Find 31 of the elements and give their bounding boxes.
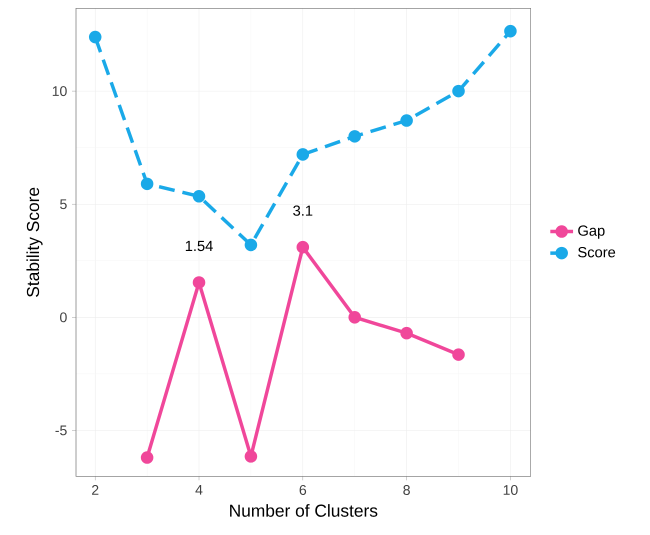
point [296, 240, 310, 254]
x-tick-label: 4 [195, 485, 202, 495]
y-tick-label: 10 [52, 86, 67, 96]
x-tick-label: 2 [92, 485, 98, 495]
x-axis-title: Number of Clusters [230, 504, 378, 517]
point [192, 190, 206, 203]
point [348, 311, 361, 324]
y-tick-label: -5 [55, 426, 67, 436]
y-tick-label: 5 [60, 199, 67, 210]
y-tick-label: 0 [60, 312, 67, 322]
point [192, 276, 206, 289]
point [140, 451, 154, 464]
point [244, 450, 258, 463]
point [452, 348, 465, 361]
point [400, 326, 413, 340]
legend-label: Gap [578, 225, 605, 239]
annotation: 3.1 [293, 205, 312, 216]
x-tick-label: 8 [403, 485, 410, 495]
point [504, 24, 517, 38]
annotation: 1.54 [186, 240, 213, 252]
point [140, 178, 154, 190]
point [88, 30, 102, 44]
point [348, 130, 361, 143]
x-tick-label: 10 [504, 485, 518, 495]
point [400, 114, 413, 127]
point [296, 148, 310, 161]
legend-label: Score [578, 247, 616, 258]
point [452, 84, 465, 98]
x-tick-label: 6 [300, 485, 306, 495]
y-axis-title: Stability Score [26, 188, 43, 297]
point [244, 238, 258, 252]
